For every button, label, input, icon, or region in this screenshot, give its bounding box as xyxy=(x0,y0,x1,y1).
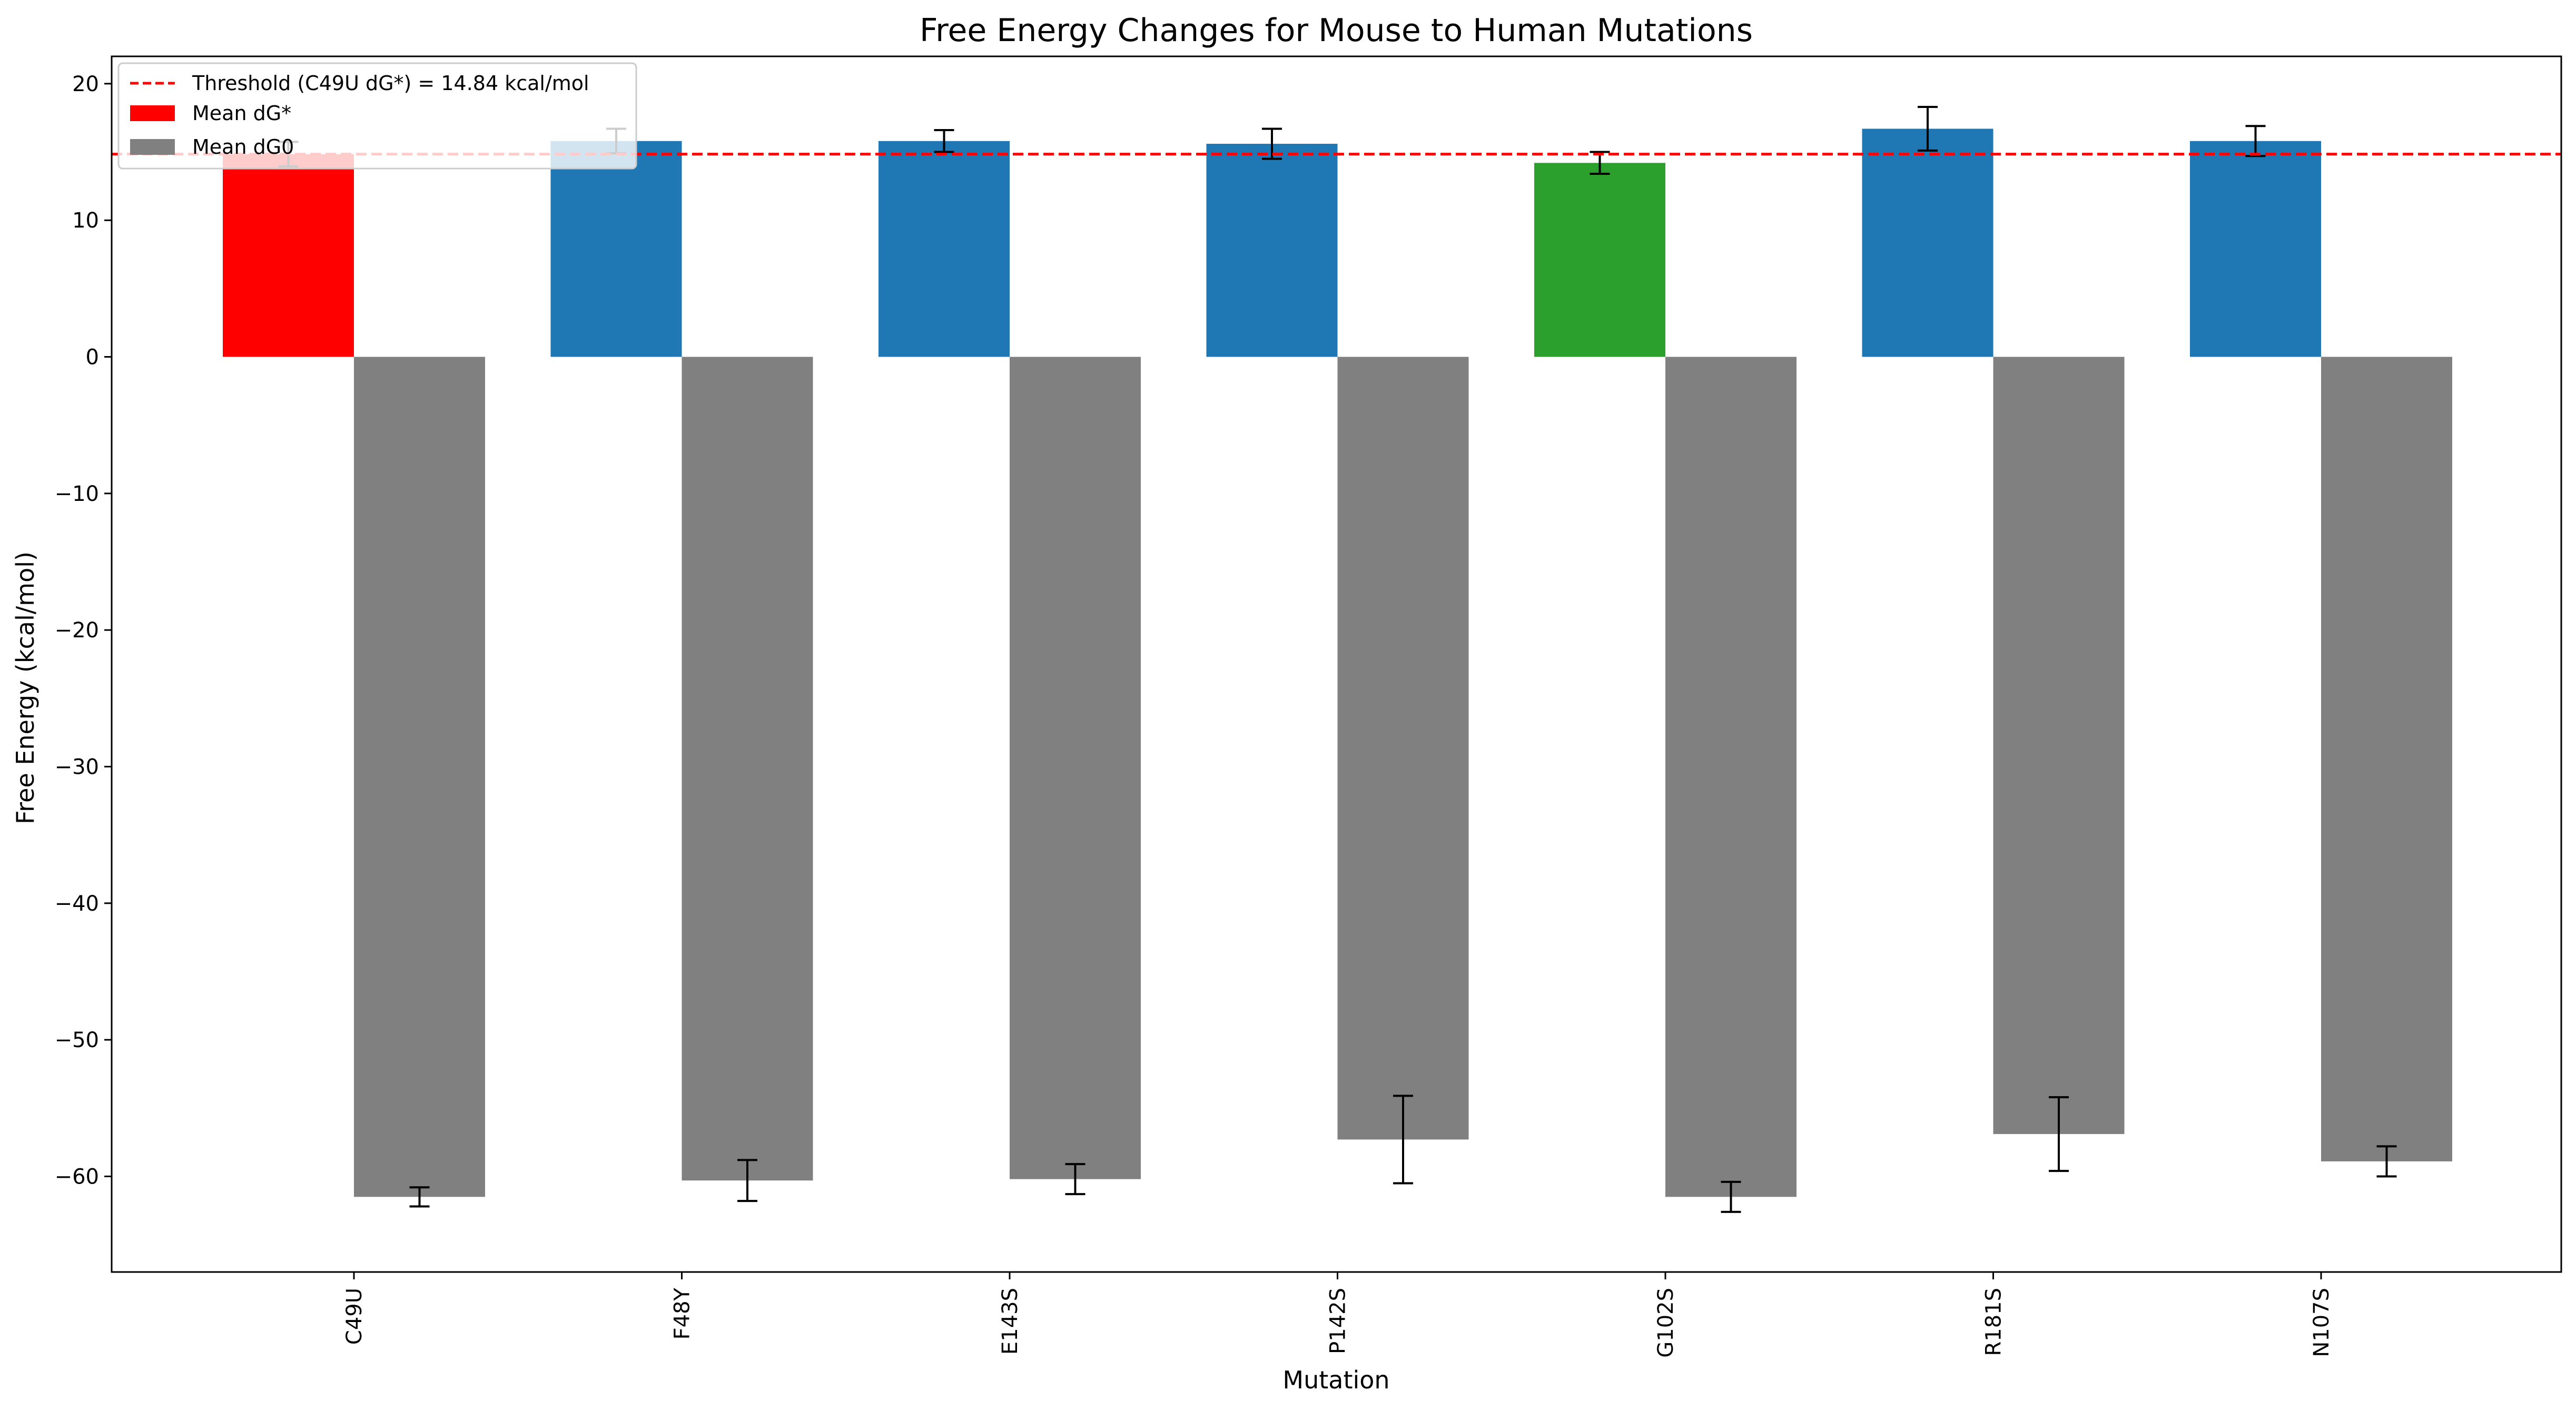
legend: Threshold (C49U dG*) = 14.84 kcal/mol Mea… xyxy=(117,62,637,170)
x-axis-label: Mutation xyxy=(1282,1366,1389,1394)
errorbar-dg0-F48Y xyxy=(737,1159,757,1202)
x-tick-label: F48Y xyxy=(670,1287,695,1339)
legend-threshold-label: Threshold (C49U dG*) = 14.84 kcal/mol xyxy=(192,72,589,95)
bar-dgstar-R181S xyxy=(1862,129,1993,357)
bar-dgstar-G102S xyxy=(1534,163,1665,357)
errorbar-dg0-R181S xyxy=(2049,1096,2069,1172)
y-tick-label: −10 xyxy=(55,482,99,506)
errorbar-dgstar-E143S xyxy=(934,129,954,153)
legend-dgstar-label: Mean dG* xyxy=(192,102,291,125)
errorbar-dg0-G102S xyxy=(1721,1180,1741,1213)
errorbar-dg0-N107S xyxy=(2376,1145,2397,1178)
plot-frame xyxy=(111,55,2562,1273)
bar-dg0-C49U xyxy=(354,357,485,1197)
errorbar-dgstar-R181S xyxy=(1918,105,1938,152)
errorbar-dg0-P142S xyxy=(1393,1095,1413,1185)
chart-title: Free Energy Changes for Mouse to Human M… xyxy=(920,12,1753,49)
bar-dg0-N107S xyxy=(2321,357,2452,1161)
bar-dgstar-N107S xyxy=(2190,141,2321,357)
x-tick-label: E143S xyxy=(998,1288,1022,1355)
bars-layer xyxy=(223,129,2452,1197)
bar-dg0-E143S xyxy=(1010,357,1141,1179)
bar-dgstar-P142S xyxy=(1206,143,1338,357)
legend-dgstar-swatch xyxy=(130,105,175,121)
errorbar-dg0-C49U xyxy=(409,1186,430,1208)
legend-dg0-label: Mean dG0 xyxy=(192,135,294,159)
y-tick-label: −20 xyxy=(55,618,99,643)
axes-layer: 20 10 0 −10 −20 −30 −40 −50 −60 C49U F48Y E143S P142… xyxy=(55,55,2562,1358)
y-axis-label: Free Energy (kcal/mol) xyxy=(11,551,40,824)
bar-dg0-R181S xyxy=(1993,357,2125,1135)
legend-dg0-swatch xyxy=(130,139,175,155)
x-tick-label: C49U xyxy=(342,1288,367,1345)
y-tick-label: 0 xyxy=(86,346,99,370)
bar-dgstar-F48Y xyxy=(550,141,682,357)
errorbar-dg0-E143S xyxy=(1065,1163,1085,1196)
y-tick-label: −40 xyxy=(55,892,99,916)
x-tick-label: N107S xyxy=(2309,1288,2334,1357)
errorbar-dgstar-N107S xyxy=(2245,125,2266,157)
y-tick-label: −60 xyxy=(55,1165,99,1189)
x-tick-label: P142S xyxy=(1326,1288,1350,1354)
y-tick-label: −50 xyxy=(55,1028,99,1052)
bar-dgstar-C49U xyxy=(223,154,354,357)
x-tick-label: G102S xyxy=(1654,1288,1678,1358)
y-tick-label: 20 xyxy=(72,72,99,96)
errorbar-dgstar-P142S xyxy=(1262,127,1282,160)
bar-dgstar-E143S xyxy=(879,141,1010,357)
legend-box xyxy=(117,62,637,170)
x-tick-label: R181S xyxy=(1982,1288,2006,1356)
bar-dg0-F48Y xyxy=(682,357,813,1181)
errorbar-dgstar-G102S xyxy=(1590,151,1610,175)
bar-dg0-P142S xyxy=(1337,357,1469,1140)
y-tick-label: −30 xyxy=(55,755,99,779)
bar-dg0-G102S xyxy=(1665,357,1797,1197)
y-tick-label: 10 xyxy=(72,209,99,233)
